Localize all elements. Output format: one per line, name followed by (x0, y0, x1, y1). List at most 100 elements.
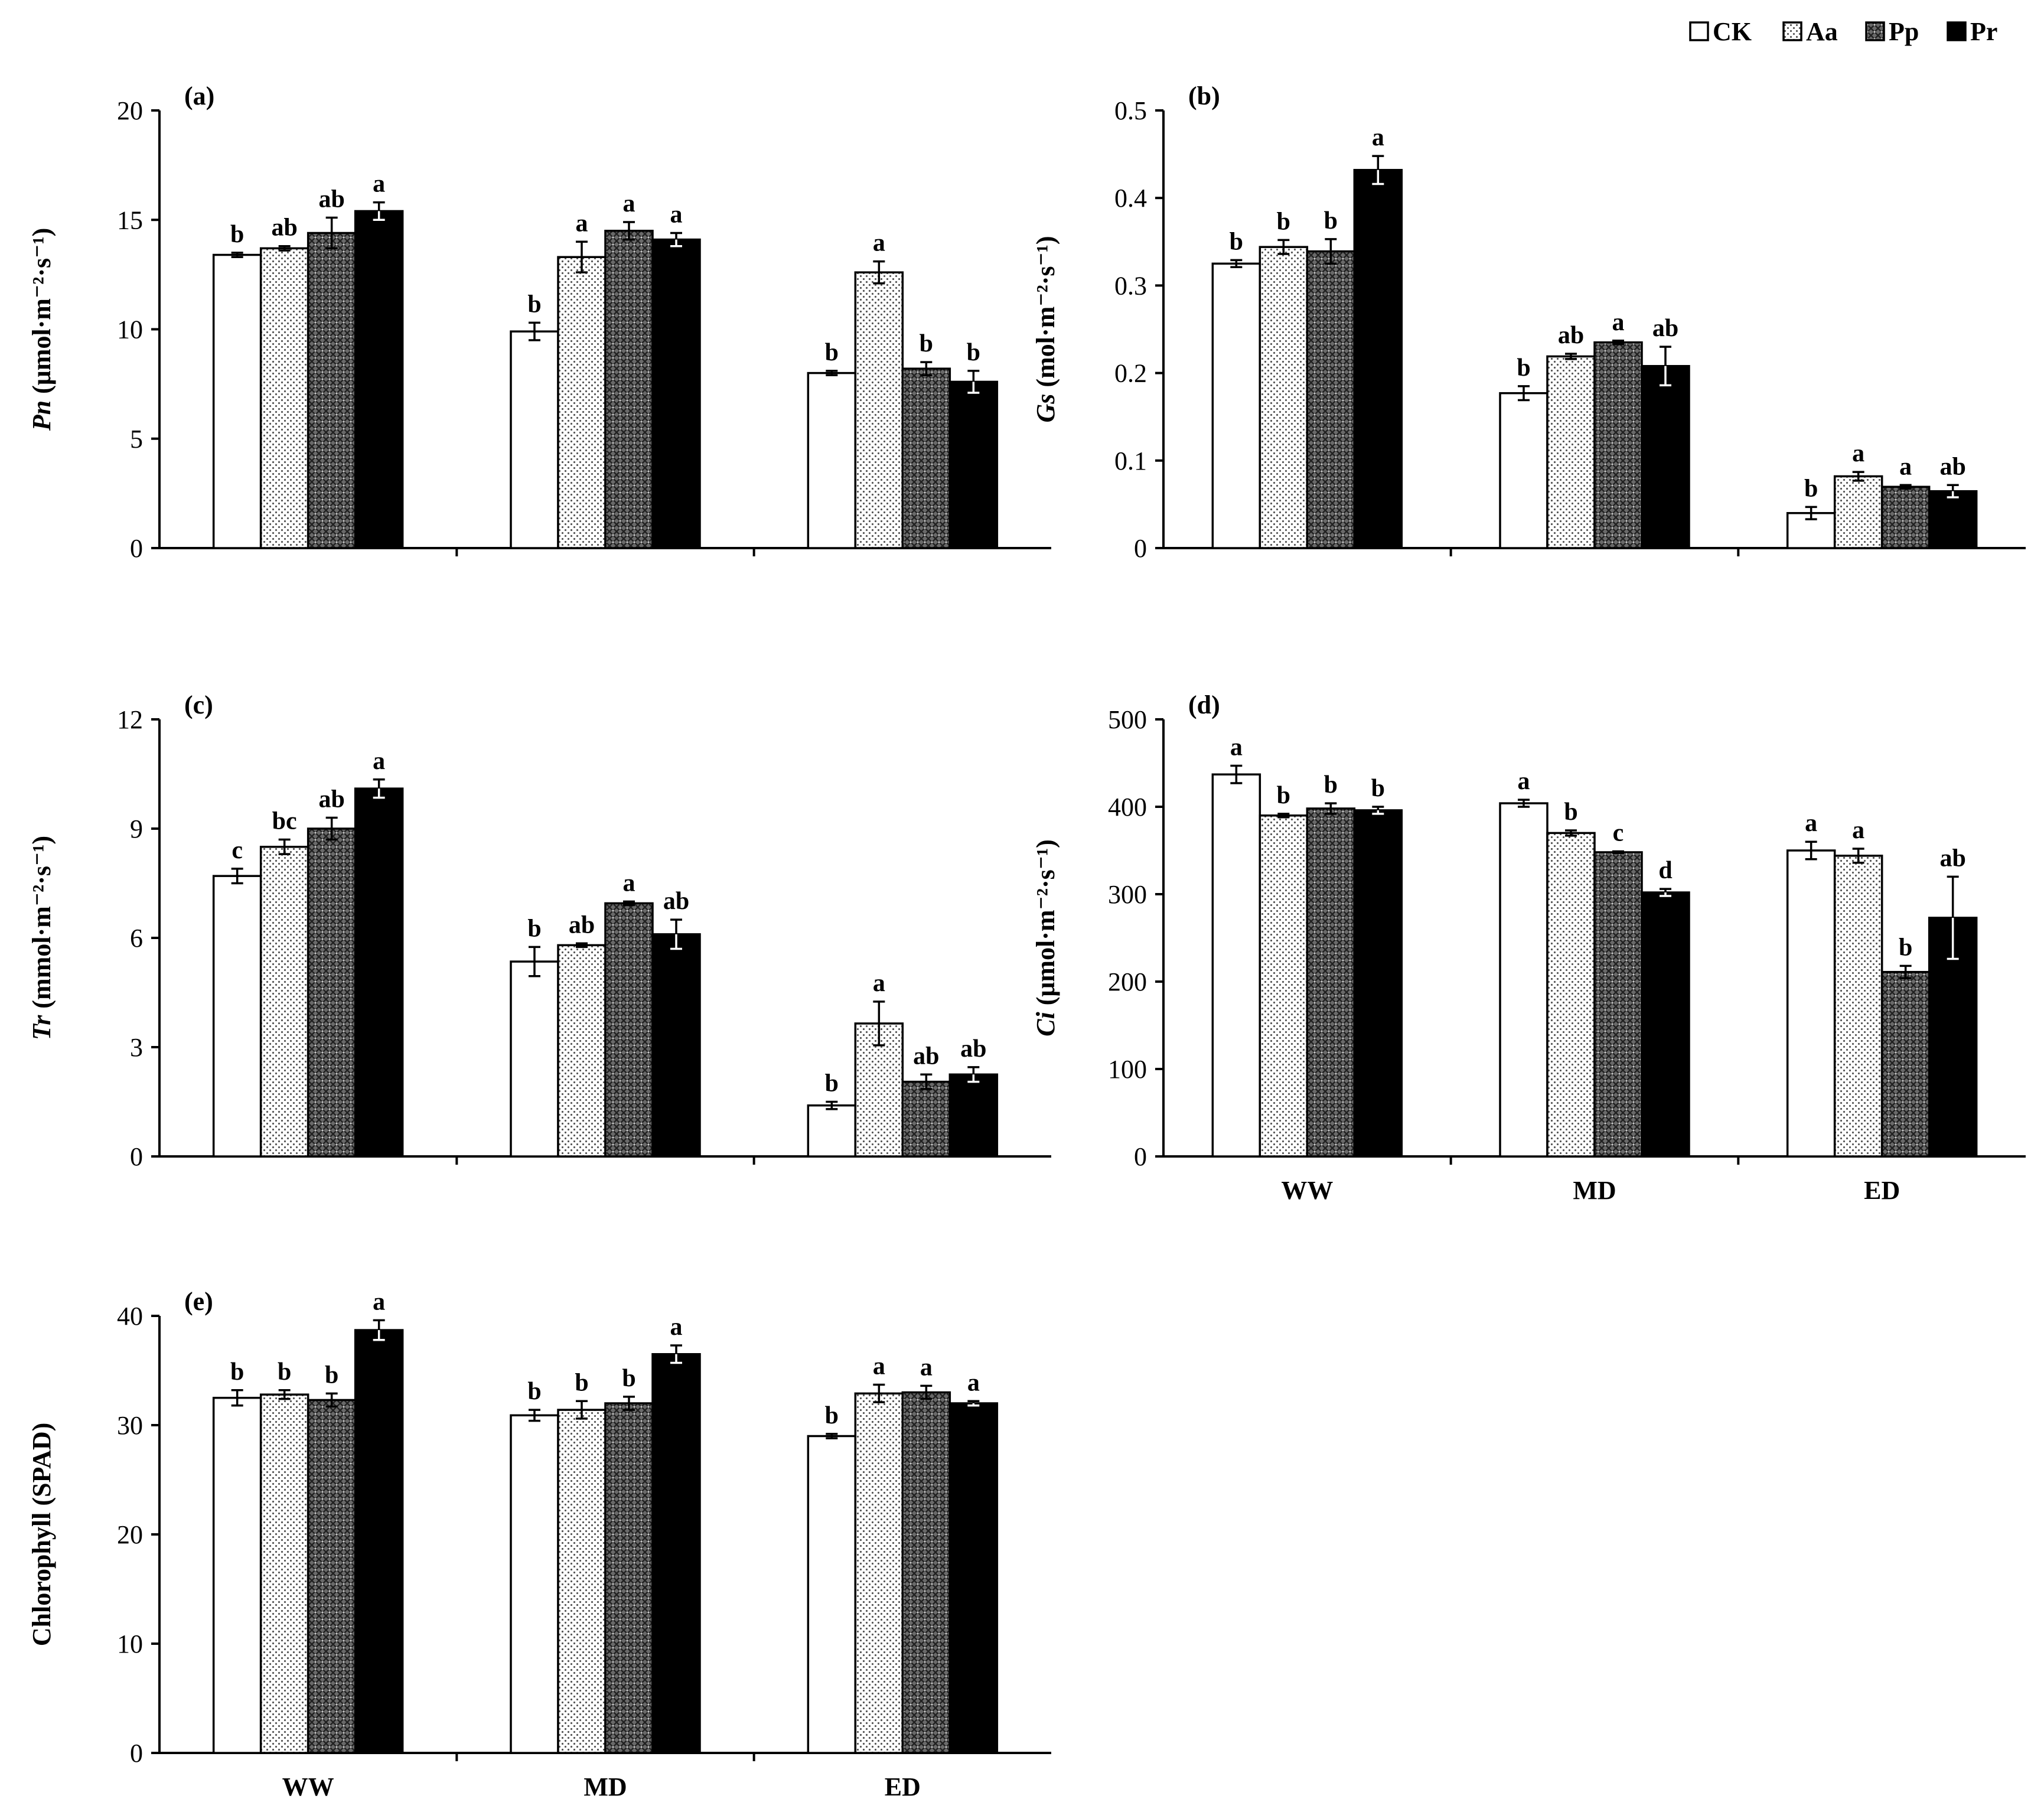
significance-letter: ab (1939, 453, 1965, 480)
error-bar (1852, 471, 1864, 482)
x-category-label: ED (885, 1772, 921, 1801)
bar-aa-ww (259, 247, 309, 549)
error-bar (529, 946, 540, 977)
error-bar (529, 1409, 540, 1422)
bar-pr-md (1641, 364, 1690, 549)
significance-letter: b (527, 915, 541, 942)
error-bar (1899, 484, 1912, 490)
bar-aa-ww (1259, 814, 1309, 1158)
legend-entry-ck: CK (1689, 17, 1752, 46)
y-tick-label: 0 (130, 534, 143, 563)
y-tick-label: 15 (117, 206, 143, 234)
error-bar (325, 816, 338, 841)
error-bar (1565, 829, 1577, 837)
y-tick-label: 0.2 (1114, 359, 1147, 388)
significance-letter: a (623, 869, 635, 897)
significance-letter: c (232, 837, 243, 864)
significance-letter: a (967, 1369, 980, 1396)
error-bar (623, 221, 635, 241)
error-bar (1660, 346, 1671, 387)
y-tick-label: 12 (117, 705, 143, 734)
y-tick-label: 5 (130, 425, 143, 454)
y-tick-label: 9 (130, 814, 143, 843)
x-category-label: MD (1573, 1176, 1616, 1205)
y-tick-label: 10 (117, 1630, 143, 1658)
bar-pp-ww (1306, 250, 1356, 549)
error-bar (1805, 506, 1817, 520)
panel-label: (c) (184, 690, 213, 719)
significance-letter: a (1852, 817, 1864, 844)
bar-ck-ww (212, 1397, 262, 1754)
error-bar (373, 778, 385, 799)
error-bar (1518, 385, 1530, 402)
significance-letter: a (373, 748, 385, 775)
significance-letter: ab (913, 1042, 939, 1070)
bar-pr-ww (354, 210, 404, 549)
y-tick-label: 400 (1108, 793, 1147, 822)
legend: CK Aa Pp Pr (1689, 17, 1997, 46)
legend-label-ck: CK (1713, 17, 1752, 46)
bar-pr-ww (1353, 809, 1403, 1158)
y-axis-label: Gs (mol·m⁻²·s⁻¹) (1031, 236, 1060, 422)
significance-letter: a (873, 1353, 885, 1380)
y-axis-variable: Gs (1031, 394, 1060, 423)
significance-letter: a (373, 171, 385, 198)
error-bar (1277, 239, 1290, 255)
significance-letter: a (920, 1354, 933, 1381)
error-bar (231, 868, 243, 885)
bar-pp-ed (901, 1080, 951, 1158)
bar-aa-md (1546, 355, 1596, 549)
y-tick-label: 500 (1108, 705, 1147, 734)
significance-letter: a (873, 230, 885, 257)
bar-aa-ed (1833, 855, 1883, 1158)
bar-pp-ww (307, 1399, 357, 1754)
error-bar (873, 1000, 885, 1047)
y-tick-label: 0.5 (1114, 96, 1147, 125)
y-tick-label: 30 (117, 1411, 143, 1440)
y-tick-label: 6 (130, 924, 143, 953)
bar-pp-md (604, 902, 654, 1158)
significance-letter: b (1899, 934, 1912, 961)
bar-pr-ed (948, 1402, 999, 1754)
y-tick-label: 0 (1134, 534, 1147, 563)
bar-ck-ed (1786, 849, 1836, 1158)
bar-aa-ww (259, 1393, 309, 1754)
bar-pr-ww (354, 1329, 404, 1754)
bar-aa-ww (259, 846, 309, 1158)
significance-letter: b (825, 1402, 839, 1429)
legend-label-pr: Pr (1970, 17, 1997, 46)
legend-label-aa: Aa (1806, 17, 1838, 46)
significance-letter: a (1852, 440, 1864, 467)
error-bar (231, 1389, 243, 1407)
error-bar (373, 1319, 385, 1341)
significance-letter: ab (663, 888, 689, 915)
error-bar (1518, 799, 1530, 808)
bar-aa-ed (854, 1392, 904, 1754)
error-bar (826, 1433, 838, 1439)
bar-aa-ww (1259, 246, 1309, 549)
bar-pp-ww (307, 232, 357, 549)
error-bar (373, 201, 385, 221)
bar-ck-ww (212, 253, 262, 549)
legend-entry-pr: Pr (1947, 17, 1997, 46)
significance-letter: b (230, 221, 244, 248)
error-bar (873, 260, 885, 285)
y-axis-unit: (mmol·m⁻²·s⁻¹) (27, 836, 56, 1015)
error-bar (278, 245, 291, 252)
panel-label: (e) (184, 1287, 213, 1316)
bar-pr-ww (1353, 169, 1403, 549)
bar-ck-ed (807, 1104, 857, 1158)
x-category-label: MD (583, 1772, 627, 1801)
bar-aa-ed (854, 271, 904, 549)
significance-letter: b (325, 1361, 338, 1389)
bar-aa-md (557, 944, 607, 1158)
significance-letter: b (825, 1070, 839, 1097)
error-bar (1852, 848, 1864, 864)
y-tick-label: 20 (117, 96, 143, 125)
bar-pp-md (604, 230, 654, 549)
y-axis-unit: Chlorophyll (SPAD) (27, 1423, 56, 1647)
error-bar (826, 1100, 838, 1110)
significance-letter: b (1564, 799, 1577, 826)
panel-label: (d) (1188, 690, 1220, 719)
